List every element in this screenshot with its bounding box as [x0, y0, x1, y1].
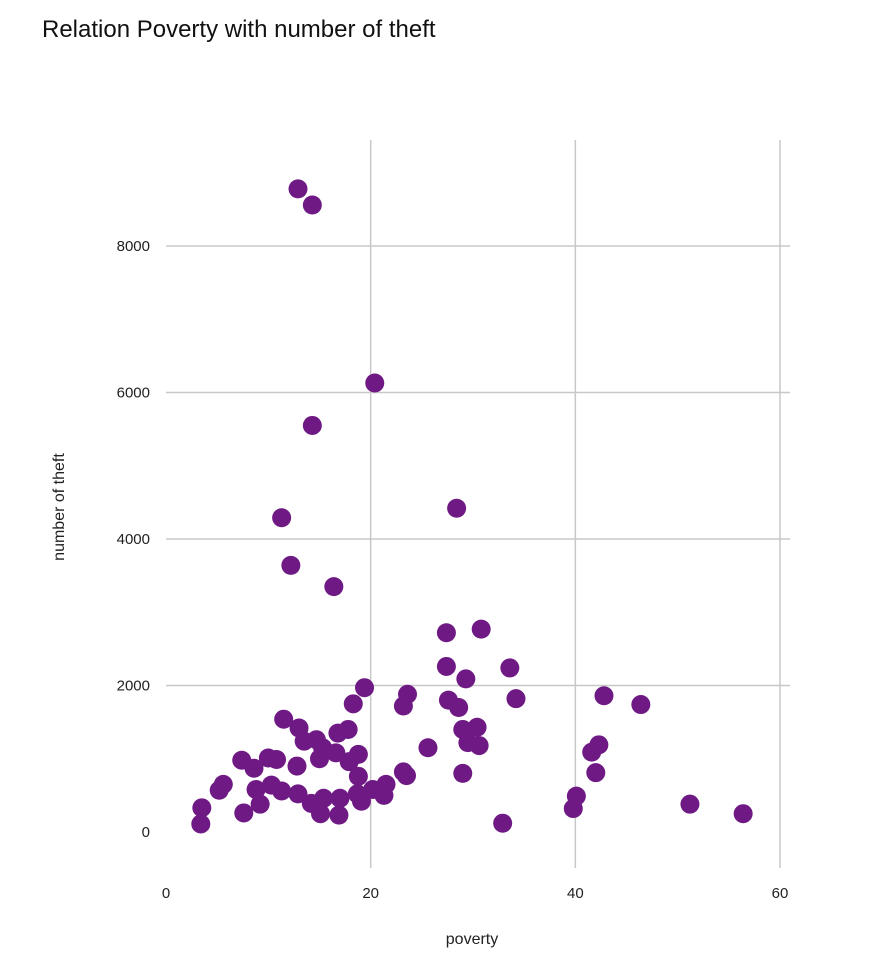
- scatter-point: [311, 804, 331, 824]
- scatter-point: [506, 689, 526, 709]
- scatter-point: [563, 799, 583, 819]
- x-tick-label: 60: [772, 885, 789, 902]
- x-tick-label: 20: [362, 885, 379, 902]
- scatter-point: [733, 804, 753, 824]
- scatter-point: [393, 696, 413, 716]
- scatter-point: [272, 508, 292, 528]
- scatter-point: [310, 749, 329, 769]
- scatter-point: [449, 697, 469, 717]
- scatter-point: [374, 785, 394, 805]
- x-tick-label: 0: [162, 885, 170, 902]
- scatter-point: [192, 798, 212, 818]
- x-axis-title: poverty: [446, 931, 498, 948]
- scatter-point: [281, 555, 301, 575]
- scatter-point: [250, 794, 270, 814]
- scatter-point: [324, 577, 344, 597]
- scatter-point: [365, 373, 385, 393]
- scatter-point: [288, 784, 308, 804]
- scatter-point: [418, 738, 438, 758]
- scatter-point: [191, 814, 211, 834]
- scatter-point: [594, 686, 614, 706]
- y-tick-label: 2000: [117, 678, 150, 695]
- scatter-point: [355, 678, 375, 698]
- x-tick-label: 40: [567, 885, 584, 902]
- scatter-point: [261, 775, 281, 795]
- y-tick-label: 8000: [117, 238, 150, 255]
- scatter-point: [329, 805, 349, 825]
- scatter-point: [500, 658, 520, 678]
- scatter-point: [436, 656, 456, 676]
- y-tick-label: 4000: [117, 531, 150, 548]
- scatter-point: [586, 763, 606, 783]
- scatter-point: [288, 179, 308, 199]
- scatter-point: [343, 694, 363, 714]
- scatter-point: [447, 498, 467, 518]
- gridlines: [166, 140, 790, 868]
- scatter-point: [469, 736, 489, 756]
- scatter-point: [287, 756, 307, 776]
- scatter-point: [471, 619, 491, 639]
- scatter-point: [267, 749, 287, 769]
- scatter-point: [631, 695, 651, 715]
- data-points: [191, 179, 753, 834]
- scatter-point: [467, 717, 487, 737]
- scatter-point: [302, 195, 322, 215]
- scatter-point: [330, 788, 350, 808]
- scatter-point: [436, 623, 456, 643]
- scatter-point: [274, 709, 294, 729]
- scatter-point: [589, 735, 609, 755]
- y-axis-title: number of theft: [51, 453, 68, 561]
- scatter-point: [493, 813, 513, 833]
- scatter-point: [209, 780, 229, 800]
- y-tick-label: 0: [142, 824, 150, 841]
- scatter-point: [453, 763, 473, 783]
- scatter-point: [246, 780, 266, 800]
- chart-title: Relation Poverty with number of theft: [42, 16, 436, 43]
- scatter-point: [456, 669, 476, 689]
- scatter-point: [680, 794, 700, 814]
- scatter-point: [339, 752, 359, 772]
- tick-labels: 0 20 40 60 0 2000 4000 6000 8000: [117, 238, 789, 902]
- scatter-point: [351, 791, 371, 811]
- scatter-point: [234, 803, 254, 823]
- scatter-point: [244, 758, 264, 778]
- scatter-point: [302, 415, 322, 435]
- y-tick-label: 6000: [117, 385, 150, 402]
- scatter-point: [396, 766, 416, 786]
- scatter-point: [338, 719, 358, 739]
- scatter-point: [348, 766, 368, 786]
